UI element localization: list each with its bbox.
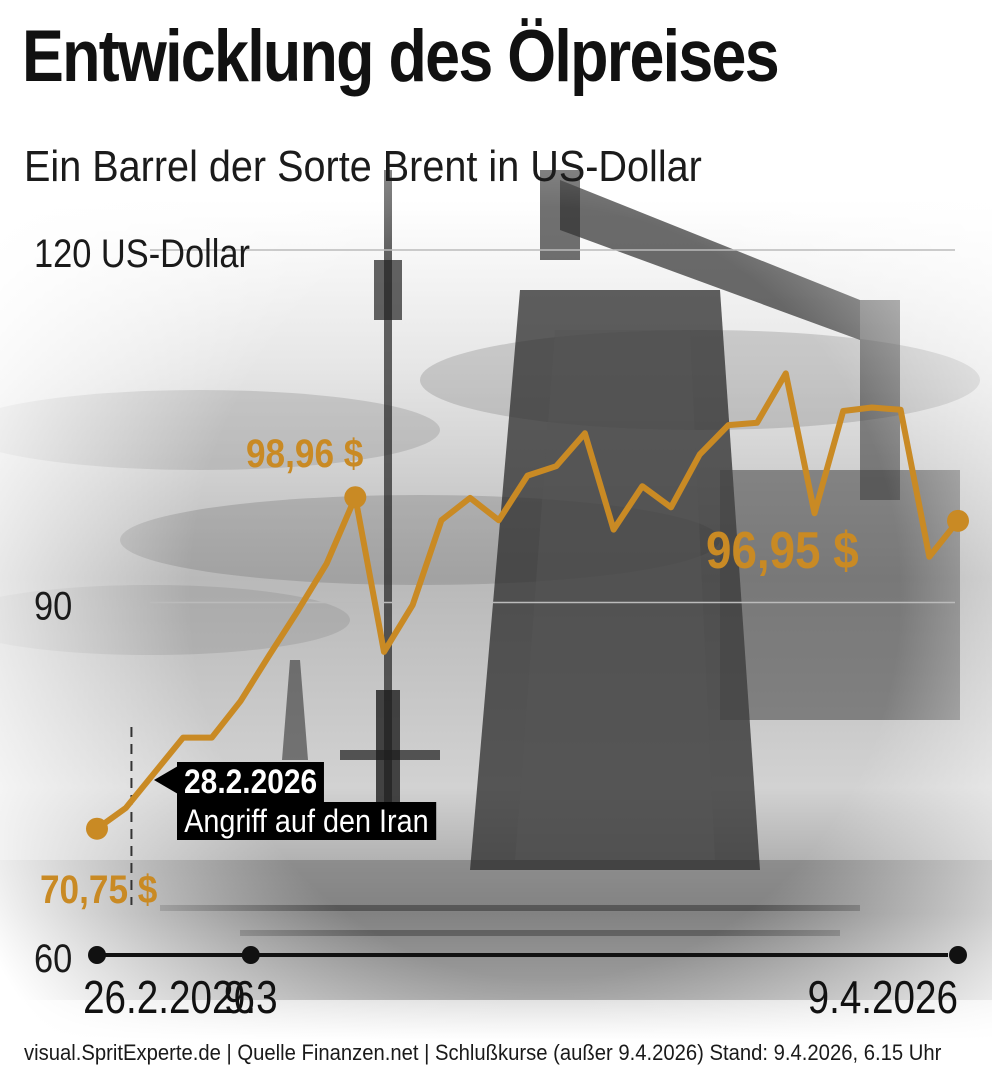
- event-date: 28.2.2026: [177, 762, 325, 802]
- start-price-label: 70,75 $: [40, 867, 157, 912]
- x-tick-label-28: 9.4.2026: [808, 972, 958, 1023]
- highlighted-points: [86, 486, 969, 840]
- event-callout-arrow: [154, 766, 178, 794]
- price-line-series: [94, 370, 961, 832]
- y-tick-label-120: 120 US-Dollar: [34, 231, 250, 276]
- y-axis-ticks: 60 90 120 US-Dollar: [34, 231, 250, 981]
- page-title: Entwicklung des Ölpreises: [22, 16, 780, 97]
- x-tick-label-0: 26.2.2026: [83, 972, 255, 1023]
- data-point-30: [947, 509, 969, 532]
- source-credit: visual.SpritExperte.de | Quelle Finanzen…: [24, 1040, 942, 1065]
- peak-price-label: 98,96 $: [246, 431, 363, 476]
- event-callout: 28.2.2026 Angriff auf den Iran: [177, 762, 465, 840]
- y-tick-label-90: 90: [34, 583, 72, 628]
- y-tick-label-60: 60: [34, 936, 72, 981]
- x-axis-dot-0: [88, 946, 106, 964]
- end-price-label: 96,95 $: [706, 522, 859, 579]
- x-axis-dot-5: [241, 946, 260, 964]
- x-tick-label-5: 9.3: [224, 972, 278, 1023]
- data-point-0: [86, 817, 108, 840]
- data-point-9: [344, 486, 367, 509]
- event-description: Angriff auf den Iran: [177, 802, 436, 840]
- grid-lines: [150, 249, 955, 604]
- page-subtitle: Ein Barrel der Sorte Brent in US-Dollar: [24, 142, 702, 191]
- x-axis-dot-28: [949, 946, 967, 964]
